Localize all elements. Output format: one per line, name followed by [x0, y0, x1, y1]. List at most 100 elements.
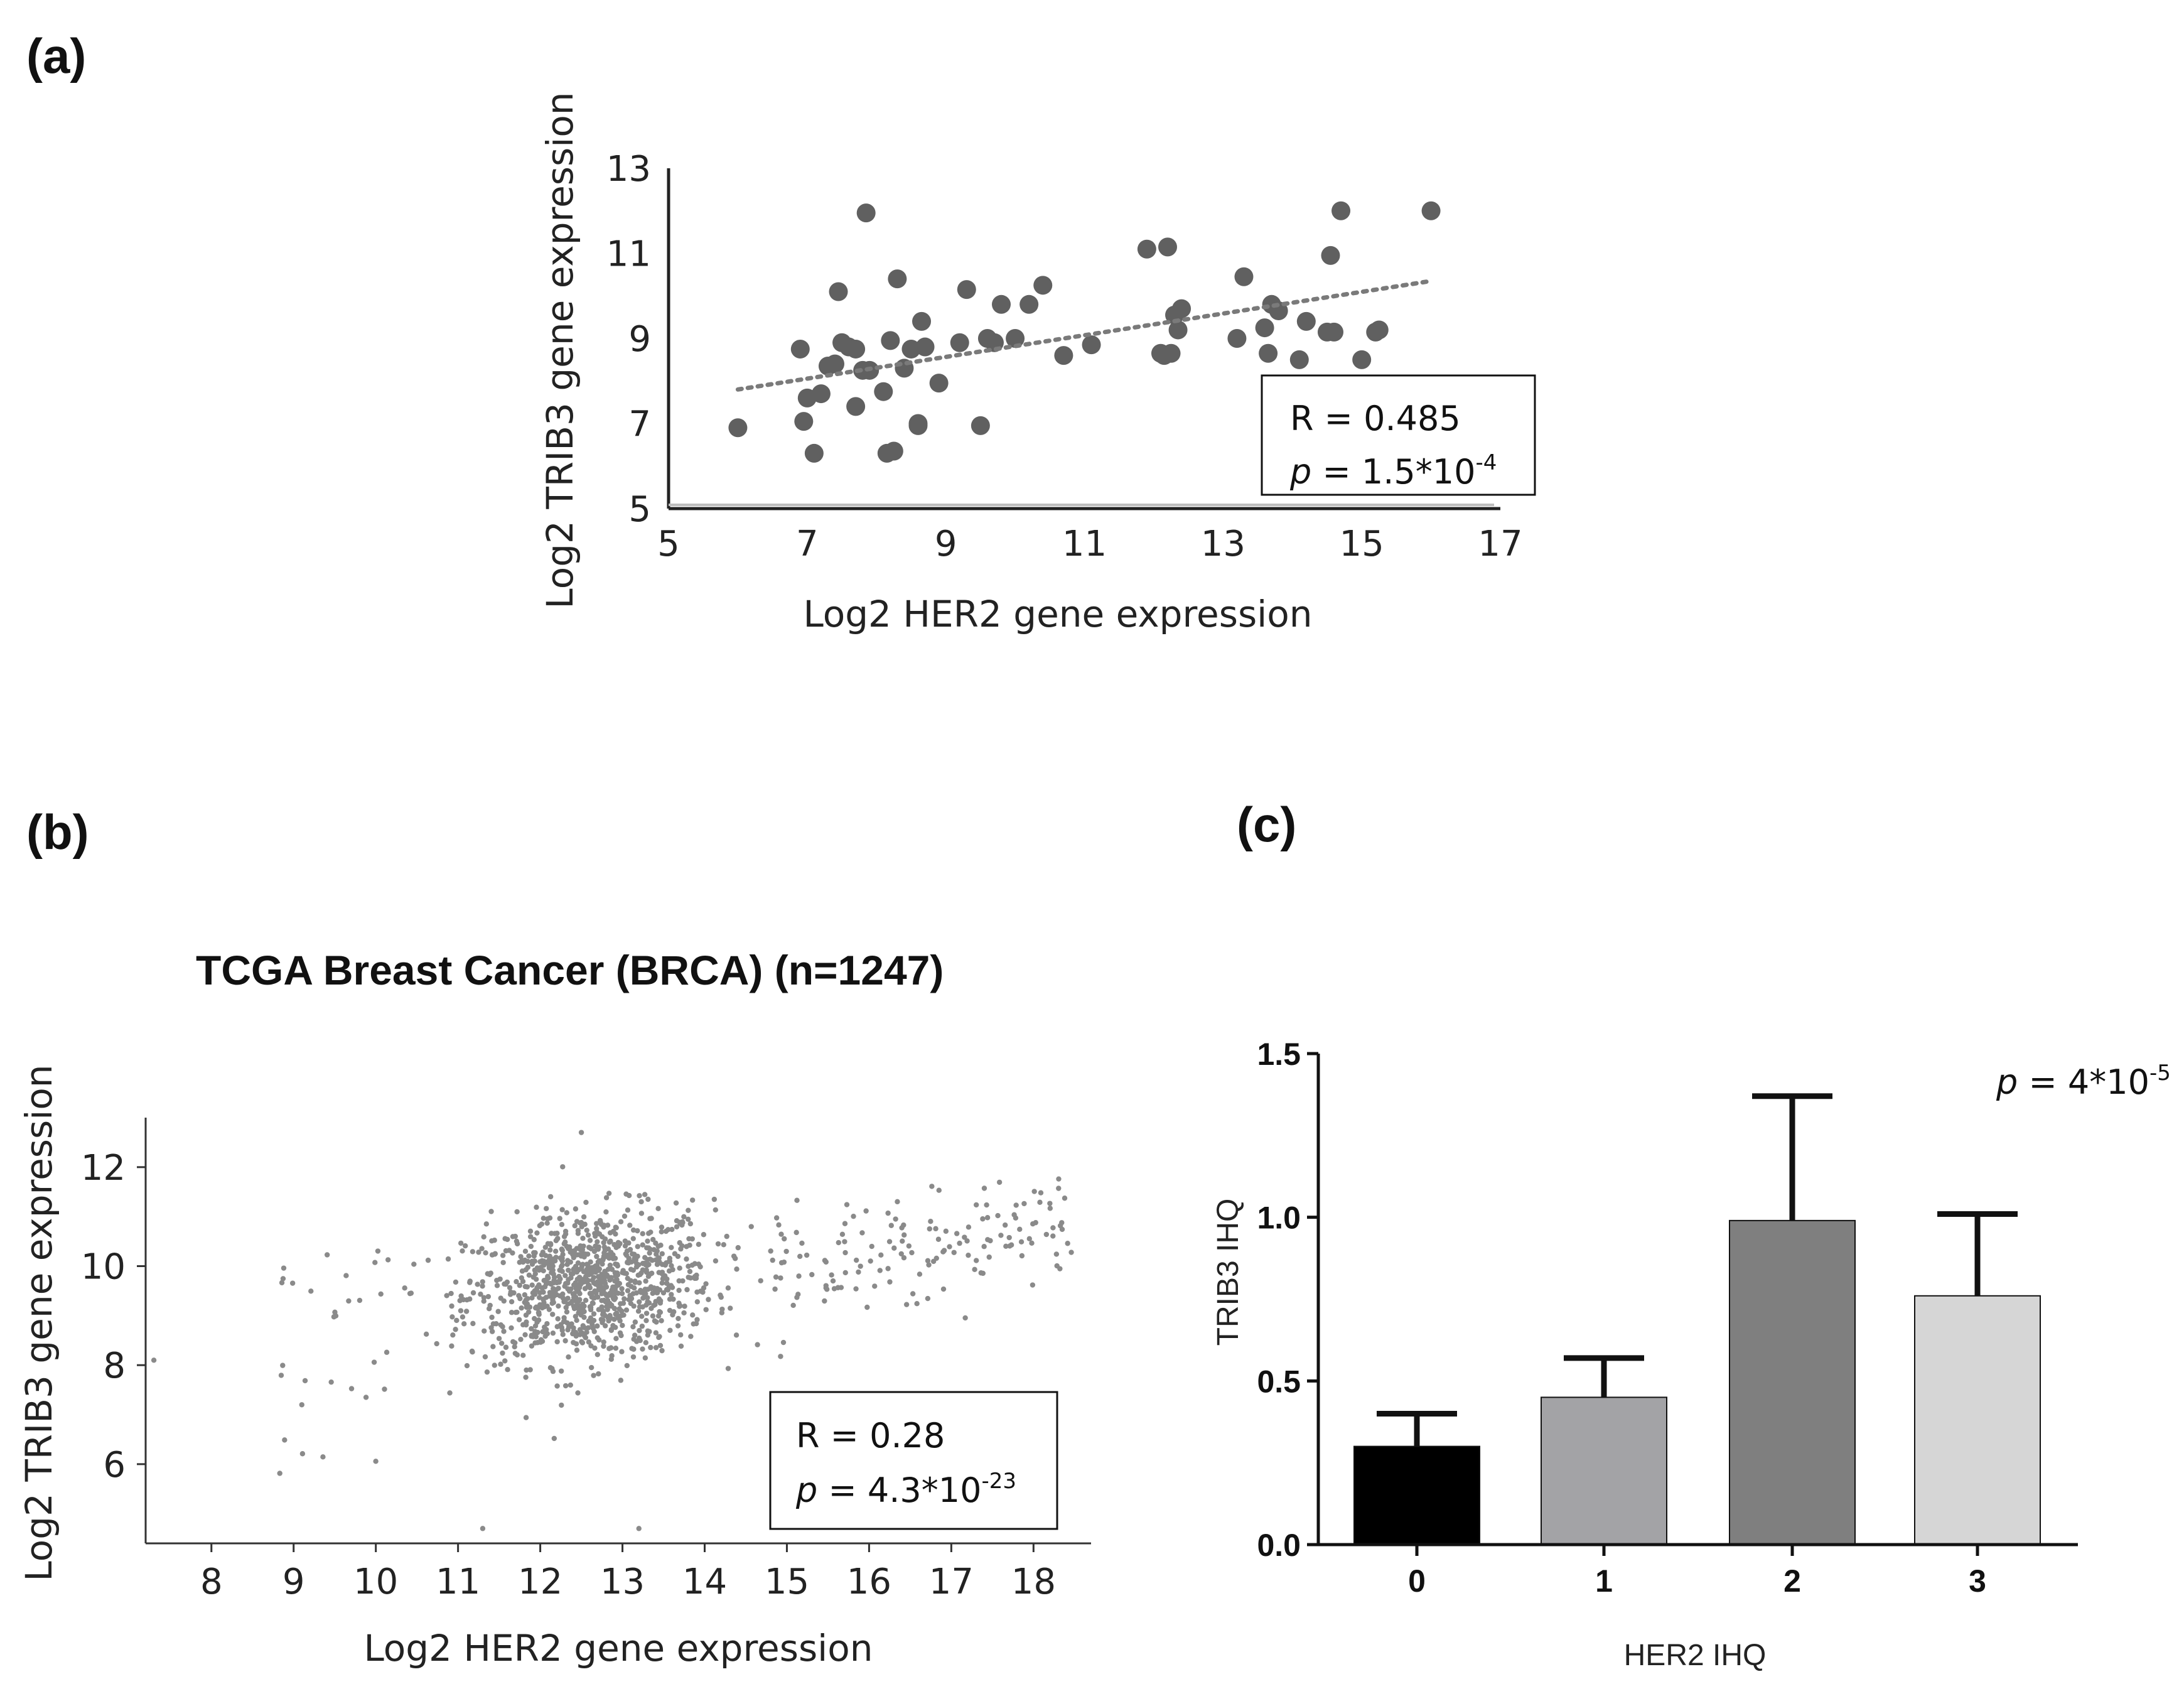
chart-b-point	[643, 1268, 649, 1273]
chart-b-point	[282, 1437, 288, 1443]
chart-b-title: TCGA Breast Cancer (BRCA) (n=1247)	[196, 947, 944, 993]
chart-b-point	[566, 1354, 571, 1360]
chart-b-point	[657, 1298, 664, 1303]
chart-b-point	[467, 1296, 473, 1302]
chart-b-point	[578, 1266, 584, 1271]
chart-b-point	[585, 1232, 591, 1238]
chart-b-point	[642, 1289, 648, 1295]
chart-b-point	[299, 1402, 304, 1408]
chart-b-point	[534, 1230, 540, 1236]
chart-b-point	[559, 1246, 565, 1252]
chart-b-point	[594, 1294, 601, 1300]
chart-a-point	[912, 311, 932, 331]
chart-c-x-tick-label: 2	[1783, 1563, 1801, 1599]
chart-b-point	[610, 1228, 616, 1234]
chart-b-point	[621, 1312, 627, 1318]
chart-a-x-tick-label: 15	[1340, 524, 1384, 564]
chart-b-point	[527, 1234, 534, 1239]
chart-a-y-tick-label: 7	[628, 404, 651, 445]
chart-a-stats-box	[1261, 374, 1536, 496]
chart-b-point	[584, 1279, 590, 1285]
chart-b-point	[842, 1221, 848, 1226]
chart-a-x-tick-label: 17	[1478, 524, 1522, 564]
chart-b-point	[678, 1332, 684, 1338]
chart-b-point	[694, 1299, 701, 1305]
chart-b-point	[551, 1435, 557, 1442]
chart-b-point	[653, 1330, 659, 1336]
chart-b-x-tick-label: 15	[765, 1562, 809, 1602]
chart-b-point	[1047, 1206, 1053, 1211]
chart-b-point	[562, 1281, 569, 1287]
chart-b-point	[1065, 1241, 1070, 1246]
chart-b-point	[559, 1222, 565, 1228]
chart-b-y-label: Log2 TRIB3 gene expression	[18, 1064, 60, 1581]
chart-c-bar	[1541, 1396, 1667, 1545]
chart-b-point	[519, 1305, 524, 1311]
chart-b-point	[940, 1286, 947, 1292]
chart-b-point	[1053, 1251, 1060, 1257]
chart-b-point	[667, 1327, 673, 1333]
chart-b-point	[650, 1313, 656, 1319]
chart-b-point	[572, 1223, 578, 1229]
chart-b-point	[608, 1356, 615, 1362]
chart-a-point	[1137, 239, 1156, 259]
chart-b-point	[608, 1238, 613, 1244]
chart-b-point	[463, 1309, 470, 1314]
chart-b-point	[651, 1247, 657, 1253]
chart-b-point	[951, 1250, 957, 1255]
chart-b-point	[966, 1224, 972, 1230]
chart-b-point	[926, 1262, 932, 1268]
chart-b-point	[1030, 1282, 1036, 1288]
chart-a-r-value: R = 0.485	[1290, 399, 1461, 438]
chart-b-point	[652, 1302, 658, 1308]
chart-b-point	[703, 1281, 709, 1287]
chart-b-point	[385, 1257, 391, 1263]
chart-b-point	[552, 1248, 559, 1255]
chart-b-point	[626, 1297, 632, 1303]
chart-b-point	[579, 1247, 586, 1253]
chart-c-bar	[1729, 1219, 1856, 1545]
chart-b-point	[573, 1330, 579, 1336]
chart-b-x-tick-label: 14	[682, 1562, 727, 1602]
chart-b-point	[687, 1243, 692, 1248]
chart-b-point	[605, 1223, 611, 1228]
chart-a-point	[1321, 246, 1340, 265]
chart-b-point	[547, 1293, 552, 1299]
chart-b-y-tick-label: 10	[81, 1247, 126, 1288]
chart-b-point	[576, 1275, 583, 1280]
chart-b-point	[500, 1350, 505, 1356]
chart-a-point	[846, 397, 866, 416]
chart-b-point	[632, 1332, 638, 1338]
chart-b-point	[954, 1231, 960, 1236]
chart-b-point	[622, 1243, 628, 1249]
chart-b-point	[522, 1332, 528, 1337]
chart-b-point	[601, 1253, 607, 1260]
chart-b-point	[594, 1323, 600, 1329]
chart-b-point	[675, 1315, 681, 1322]
chart-b-point	[516, 1293, 522, 1298]
chart-b-point	[526, 1272, 532, 1278]
chart-b-point	[925, 1295, 931, 1302]
chart-b-point	[547, 1242, 554, 1248]
chart-b-point	[700, 1289, 706, 1295]
chart-c-y-label: TRIB3 IHQ	[1212, 1199, 1245, 1346]
chart-a-x-tick-label: 11	[1062, 524, 1107, 564]
chart-b-point	[574, 1269, 580, 1275]
chart-b-point	[494, 1283, 500, 1288]
chart-b-point	[619, 1290, 625, 1297]
chart-b-point	[514, 1309, 520, 1315]
chart-b-point	[562, 1298, 568, 1303]
chart-b-point	[640, 1231, 645, 1237]
chart-b-point	[601, 1339, 606, 1345]
chart-b-point	[488, 1270, 494, 1276]
chart-b-point	[613, 1345, 619, 1351]
chart-b-point	[659, 1271, 665, 1276]
chart-b-point	[423, 1331, 429, 1337]
chart-b-point	[914, 1301, 920, 1307]
chart-b-point	[646, 1300, 652, 1306]
chart-b-point	[823, 1259, 829, 1265]
chart-b-point	[1056, 1176, 1062, 1182]
chart-a-point	[950, 333, 969, 352]
chart-b-point	[549, 1312, 556, 1317]
chart-a-point	[794, 412, 814, 431]
